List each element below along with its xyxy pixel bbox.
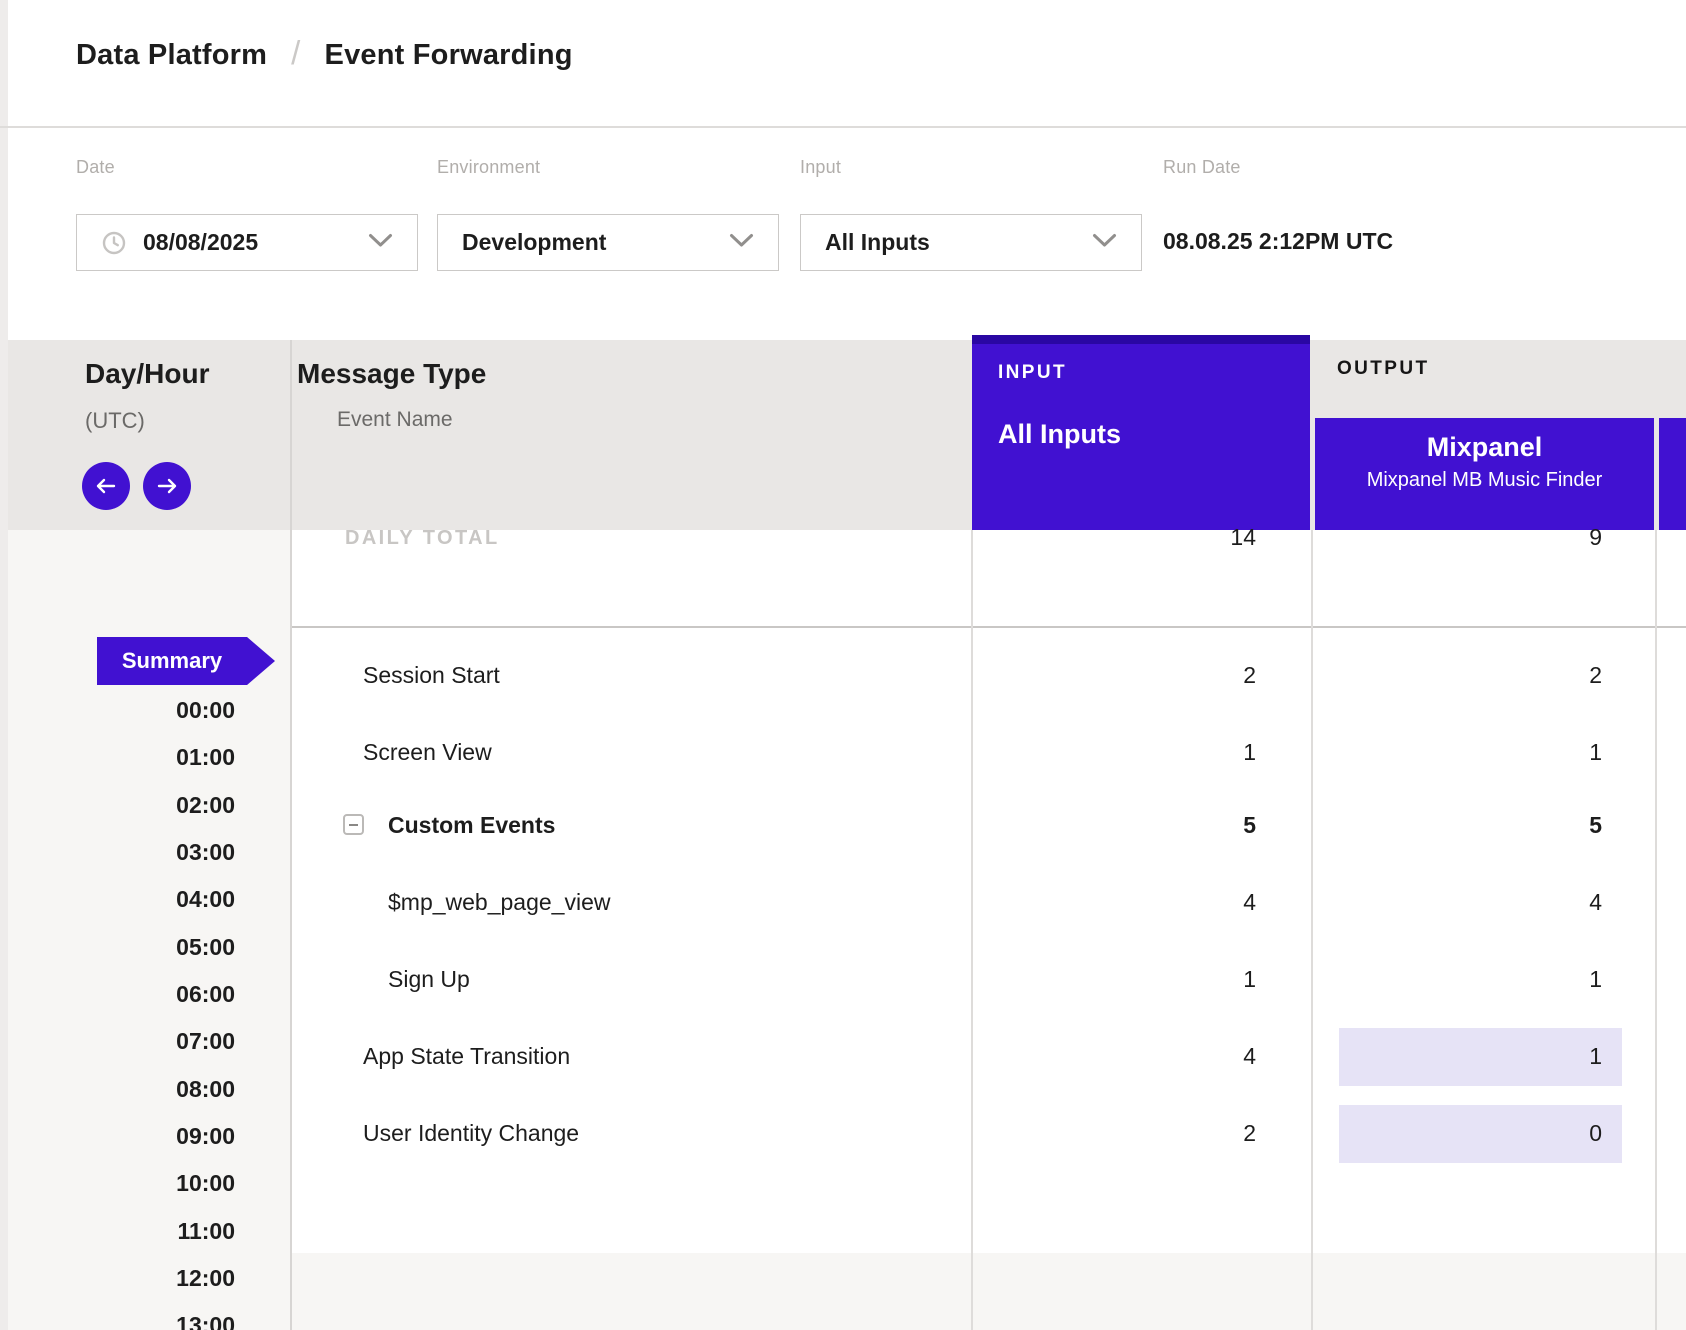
gridline-output-column (1655, 530, 1657, 1330)
row-label-app-state-transition: App State Transition (363, 1043, 571, 1069)
hour-row-11[interactable]: 11:00 (177, 1218, 235, 1244)
input-dropdown[interactable]: All Inputs (800, 214, 1142, 271)
daily-total-input-value: 14 (1230, 524, 1256, 550)
row-output-value: 5 (1589, 812, 1602, 838)
gridline-between-input-output (1311, 530, 1313, 1330)
breadcrumb: Data Platform / Event Forwarding (76, 34, 573, 74)
gridline-input-column (971, 530, 973, 1330)
daily-total-divider (290, 626, 1686, 628)
input-column-name: All Inputs (998, 419, 1121, 449)
hour-row-00[interactable]: 00:00 (176, 697, 235, 723)
row-input-value: 2 (1243, 1120, 1256, 1146)
header-divider (0, 126, 1686, 128)
row-label-user-identity-change: User Identity Change (363, 1120, 580, 1146)
hour-row-10[interactable]: 10:00 (176, 1170, 235, 1196)
hour-row-05[interactable]: 05:00 (176, 934, 235, 960)
hour-row-01[interactable]: 01:00 (176, 744, 235, 770)
output-column-header-mixpanel[interactable]: Mixpanel Mixpanel MB Music Finder (1315, 418, 1654, 530)
run-date-label: Run Date (1163, 157, 1241, 177)
row-label-sign-up: Sign Up (388, 966, 470, 992)
hour-row-12[interactable]: 12:00 (176, 1265, 235, 1291)
daily-total-label: DAILY TOTAL (345, 527, 500, 549)
row-output-value: 2 (1589, 662, 1602, 688)
next-output-column-partial[interactable] (1659, 418, 1686, 530)
input-filter-label: Input (800, 157, 842, 177)
table-footer-band (290, 1253, 1686, 1330)
breadcrumb-section[interactable]: Data Platform (76, 38, 268, 71)
output-group-label: OUTPUT (1337, 358, 1430, 379)
environment-value: Development (462, 229, 607, 255)
row-output-value: 1 (1589, 1043, 1602, 1069)
row-label-custom-events: Custom Events (388, 812, 556, 838)
hour-row-03[interactable]: 03:00 (176, 839, 235, 865)
hour-row-07[interactable]: 07:00 (176, 1028, 235, 1054)
highlighted-cell-user-identity-change (1339, 1105, 1622, 1163)
message-type-column-title: Message Type (297, 358, 487, 389)
row-output-value: 0 (1589, 1120, 1602, 1146)
row-input-value: 1 (1243, 966, 1256, 992)
date-value: 08/08/2025 (143, 229, 259, 255)
day-hour-column-subtitle: (UTC) (85, 408, 145, 433)
hour-row-06[interactable]: 06:00 (176, 981, 235, 1007)
next-day-button[interactable] (143, 462, 191, 510)
row-input-value: 1 (1243, 739, 1256, 765)
highlighted-cell-app-state-transition (1339, 1028, 1622, 1086)
output-column-subtitle: Mixpanel MB Music Finder (1366, 469, 1603, 491)
event-name-column-subtitle: Event Name (337, 408, 453, 431)
left-edge-strip (0, 0, 8, 1330)
hour-row-04[interactable]: 04:00 (176, 886, 235, 912)
arrow-left-icon (94, 477, 118, 495)
run-date-value: 08.08.25 2:12PM UTC (1163, 228, 1394, 254)
date-dropdown[interactable]: 08/08/2025 (76, 214, 418, 271)
row-label-session-start: Session Start (363, 662, 500, 688)
gridline-day-column (290, 340, 292, 1330)
date-filter-label: Date (76, 157, 115, 177)
daily-total-output-value: 9 (1589, 524, 1602, 550)
clock-icon (101, 230, 127, 256)
row-label-mp-web-page-view: $mp_web_page_view (388, 889, 611, 915)
row-label-screen-view: Screen View (363, 739, 492, 765)
hour-row-02[interactable]: 02:00 (176, 792, 235, 818)
row-input-value: 4 (1243, 1043, 1256, 1069)
chevron-down-icon (368, 233, 393, 253)
page-title: Event Forwarding (324, 38, 573, 71)
day-hour-column-title: Day/Hour (85, 358, 210, 389)
input-column-header[interactable]: INPUT All Inputs (972, 335, 1310, 530)
arrow-right-icon (155, 477, 179, 495)
breadcrumb-separator: / (291, 34, 301, 71)
input-column-selected-strip (972, 335, 1310, 344)
chevron-down-icon (1092, 233, 1117, 253)
input-value: All Inputs (825, 229, 930, 255)
hour-row-08[interactable]: 08:00 (176, 1076, 235, 1102)
environment-filter-label: Environment (437, 157, 541, 177)
summary-row-badge[interactable]: Summary (97, 637, 275, 685)
row-output-value: 4 (1589, 889, 1602, 915)
row-input-value: 2 (1243, 662, 1256, 688)
previous-day-button[interactable] (82, 462, 130, 510)
chevron-down-icon (729, 233, 754, 253)
hour-row-13[interactable]: 13:00 (176, 1312, 235, 1330)
hour-row-09[interactable]: 09:00 (176, 1123, 235, 1149)
input-group-label: INPUT (998, 362, 1067, 383)
collapse-minus-icon[interactable] (343, 814, 364, 835)
row-input-value: 5 (1243, 812, 1256, 838)
environment-dropdown[interactable]: Development (437, 214, 779, 271)
output-column-name: Mixpanel (1426, 432, 1543, 462)
row-input-value: 4 (1243, 889, 1256, 915)
row-output-value: 1 (1589, 966, 1602, 992)
row-output-value: 1 (1589, 739, 1602, 765)
